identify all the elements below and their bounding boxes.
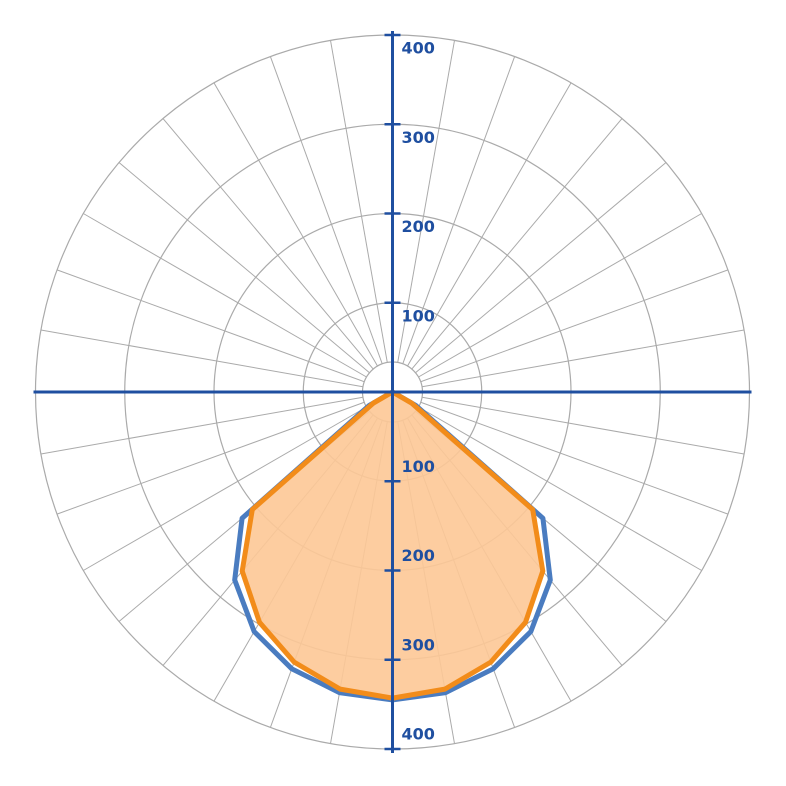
radial-grid-line [40, 329, 364, 388]
r-tick-label: 100 [402, 306, 435, 325]
radial-grid-line [40, 396, 364, 455]
radial-grid-line [269, 56, 383, 364]
radial-grid-line [162, 118, 374, 370]
radial-grid-line [421, 329, 745, 388]
radial-grid-line [421, 396, 745, 455]
radial-grid-line [418, 213, 702, 378]
r-tick-label: 100 [402, 457, 435, 476]
radial-grid-line [407, 82, 572, 367]
radial-grid-line [83, 213, 367, 378]
radial-grid-line [118, 162, 370, 374]
radial-grid-line [418, 406, 702, 571]
radial-grid-line [420, 269, 729, 383]
radial-grid-line [420, 401, 729, 515]
radial-grid-line [56, 269, 365, 383]
radial-grid-line [330, 40, 388, 363]
r-tick-label: 200 [402, 546, 435, 565]
r-tick-label: 300 [402, 128, 435, 147]
r-tick-label: 200 [402, 217, 435, 236]
radial-grid-line [56, 401, 365, 515]
r-tick-label: 300 [402, 635, 435, 654]
radial-grid-line [397, 40, 455, 363]
radial-grid-line [402, 56, 516, 364]
radial-grid-line [411, 118, 623, 370]
radial-grid-line [83, 406, 367, 571]
r-tick-label: 400 [402, 39, 435, 58]
radial-grid-line [415, 162, 667, 374]
r-tick-label: 400 [402, 725, 435, 744]
radial-grid-line [213, 82, 378, 367]
